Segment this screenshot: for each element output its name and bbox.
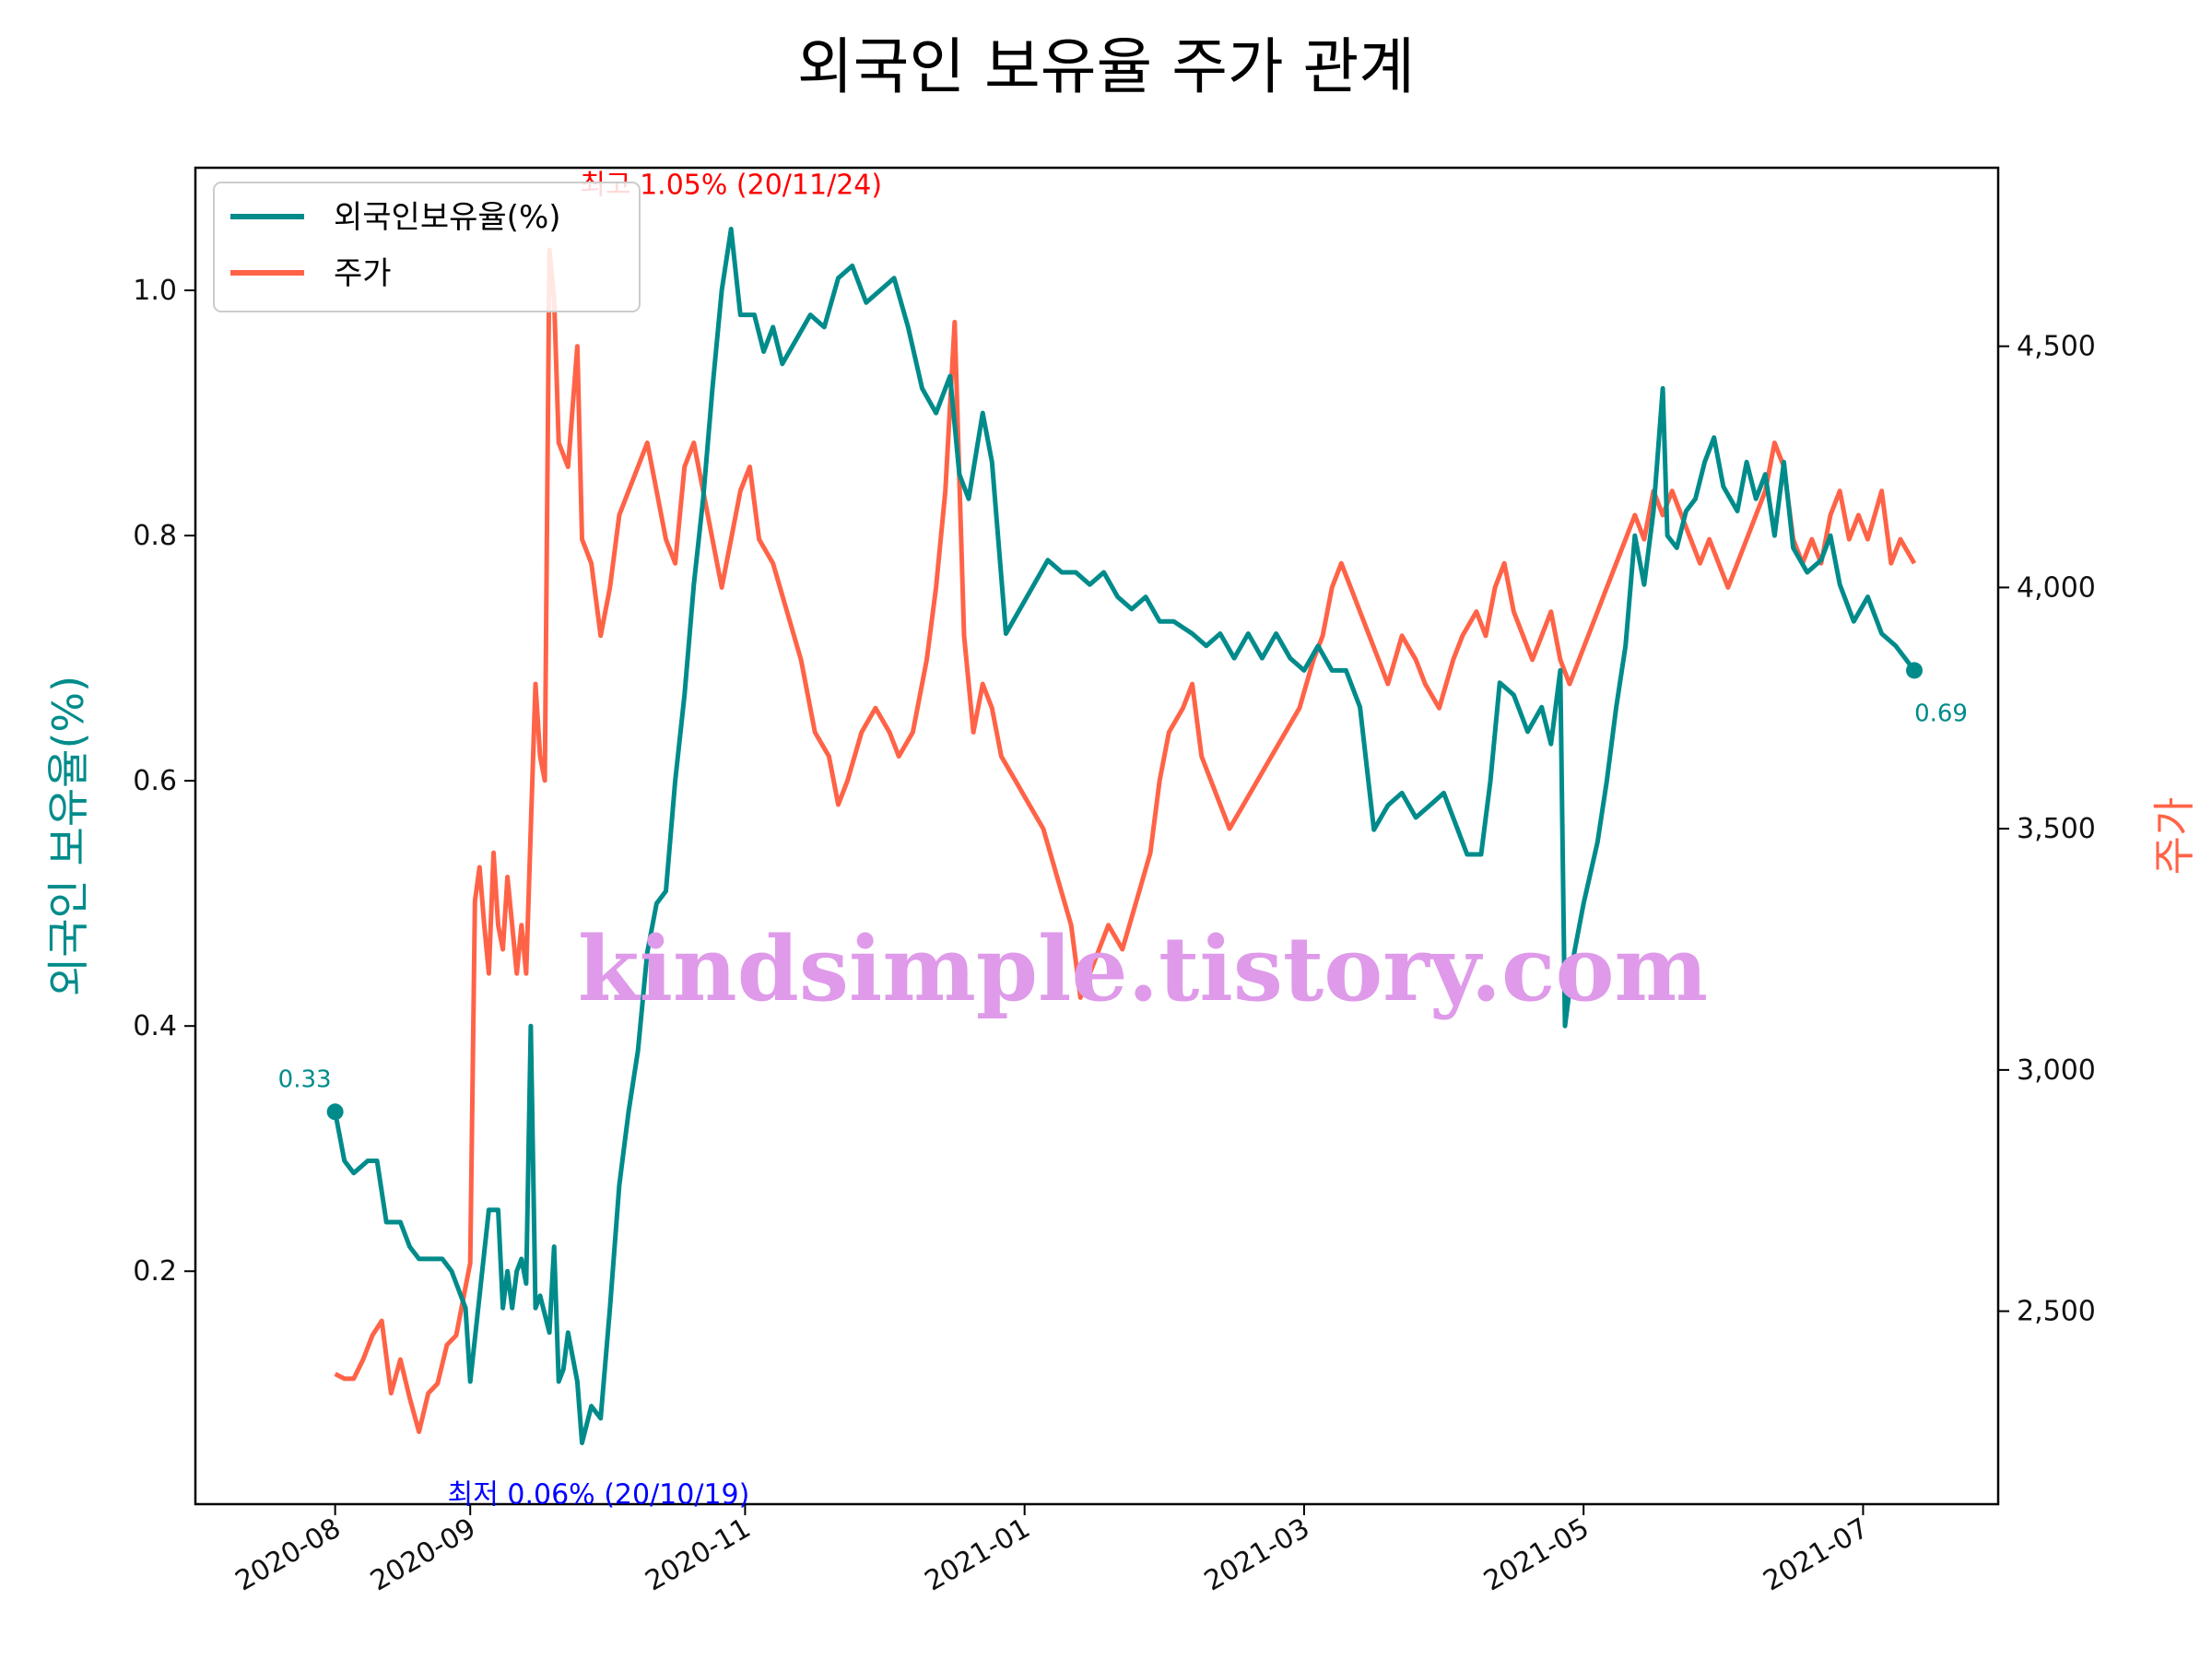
left-y-tick-label: 0.2 [133,1255,177,1288]
x-axis: 2020-08 2020-09 2020-11 2021-01 2021-03 2021-… [230,1504,1874,1598]
right-y-tick-label: 4,000 [2017,571,2096,604]
left-y-axis: 0.2 0.4 0.6 0.8 1.0 [133,275,195,1288]
x-tick-label: 2021-05 [1478,1512,1594,1598]
foreign-ownership-series-line [333,227,1916,1445]
end-value-label: 0.69 [1914,700,1968,727]
start-point-marker [326,1103,344,1121]
right-y-tick-label: 3,000 [2017,1054,2096,1087]
x-tick-label: 2021-01 [920,1512,1036,1598]
left-y-axis-label: 외국인 보유율(%) [43,676,93,996]
watermark-text: kindsimple.tistory.com [578,917,1708,1021]
price-series-line [334,247,1917,1434]
left-y-tick-label: 0.6 [133,765,177,797]
left-y-tick-label: 0.4 [133,1010,177,1042]
legend-label-foreign: 외국인보유율(%) [334,199,561,236]
right-y-tick-label: 2,500 [2017,1296,2096,1328]
start-value-label: 0.33 [278,1065,332,1093]
x-tick-label: 2021-07 [1758,1512,1874,1598]
right-y-axis: 2,500 3,000 3,500 4,000 4,500 [1998,331,2096,1328]
legend-box [213,182,641,312]
right-y-axis-label: 주가 [2149,797,2199,876]
right-y-tick-label: 3,500 [2017,813,2096,845]
chart-title: 외국인 보유율 주가 관계 [797,31,1415,102]
right-y-tick-label: 4,500 [2017,331,2096,363]
min-annotation-label: 최저 0.06% (20/10/19) [448,1478,750,1511]
legend: 외국인보유율(%) 주가 [213,182,641,312]
plot-area-frame [194,166,2000,1506]
x-tick-label: 2020-11 [640,1512,756,1598]
x-tick-label: 2020-08 [230,1512,347,1598]
x-tick-label: 2020-09 [365,1512,481,1598]
x-tick-label: 2021-03 [1199,1512,1315,1598]
legend-label-price: 주가 [334,255,392,292]
end-point-marker [1906,662,1924,679]
series-lines [333,227,1917,1445]
left-y-tick-label: 1.0 [133,275,177,307]
left-y-tick-label: 0.8 [133,520,177,552]
